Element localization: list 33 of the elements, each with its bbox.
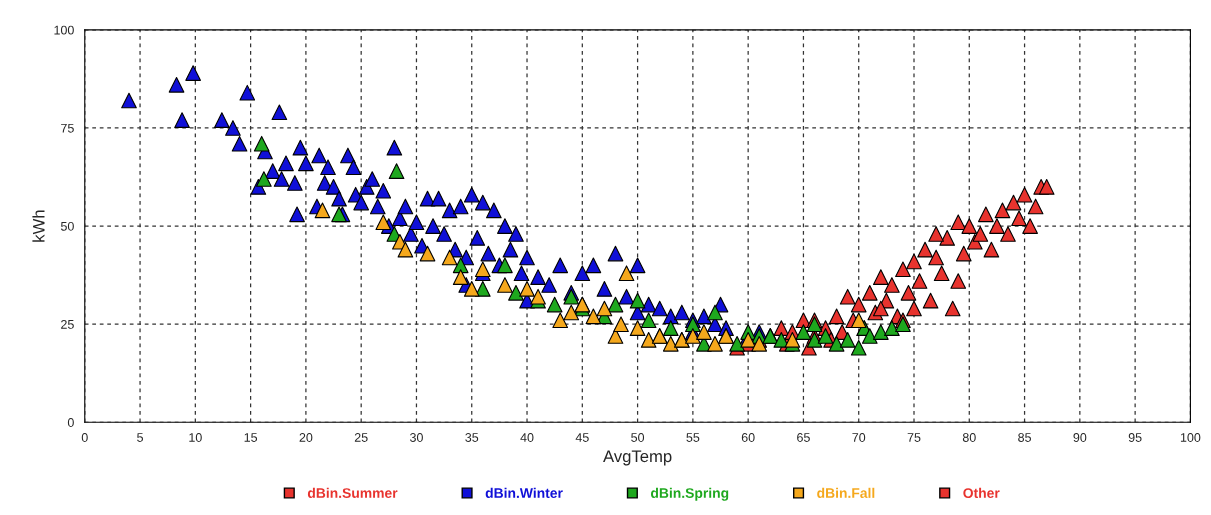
x-tick-label: 70 [852,433,866,442]
y-tick-label: 50 [60,221,74,231]
legend-label: Other [963,487,1000,498]
x-tick-label: 50 [631,433,645,442]
legend-label: dBin.Summer [307,487,398,498]
x-tick-label: 85 [1018,433,1031,442]
x-tick-label: 100 [1180,433,1201,442]
y-tick-label: 75 [61,123,74,133]
x-tick-label: 95 [1128,433,1142,442]
x-tick-label: 10 [189,433,202,442]
y-tick-label: 25 [61,319,74,329]
legend-label: dBin.Spring [650,487,729,501]
x-tick-label: 20 [299,433,313,442]
x-tick-label: 90 [1073,433,1087,442]
x-tick-label: 35 [465,433,479,442]
x-tick-label: 40 [520,433,534,442]
y-tick-label: 0 [67,418,74,427]
x-tick-label: 0 [81,433,88,442]
legend-label: dBin.Fall [817,487,875,498]
x-tick-label: 60 [741,433,755,442]
x-tick-label: 80 [962,433,976,442]
x-tick-label: 30 [409,433,423,442]
x-axis-title: AvgTemp [603,450,672,466]
x-tick-label: 25 [354,433,368,442]
x-tick-label: 65 [797,433,810,442]
y-axis-title: kWh [32,210,45,242]
x-tick-label: 15 [244,433,258,442]
y-tick-label: 100 [54,25,74,35]
x-tick-label: 55 [686,433,700,442]
x-tick-label: 5 [137,433,143,442]
legend-label: dBin.Winter [485,487,563,498]
x-tick-label: 45 [575,433,589,442]
x-tick-label: 75 [907,433,921,442]
